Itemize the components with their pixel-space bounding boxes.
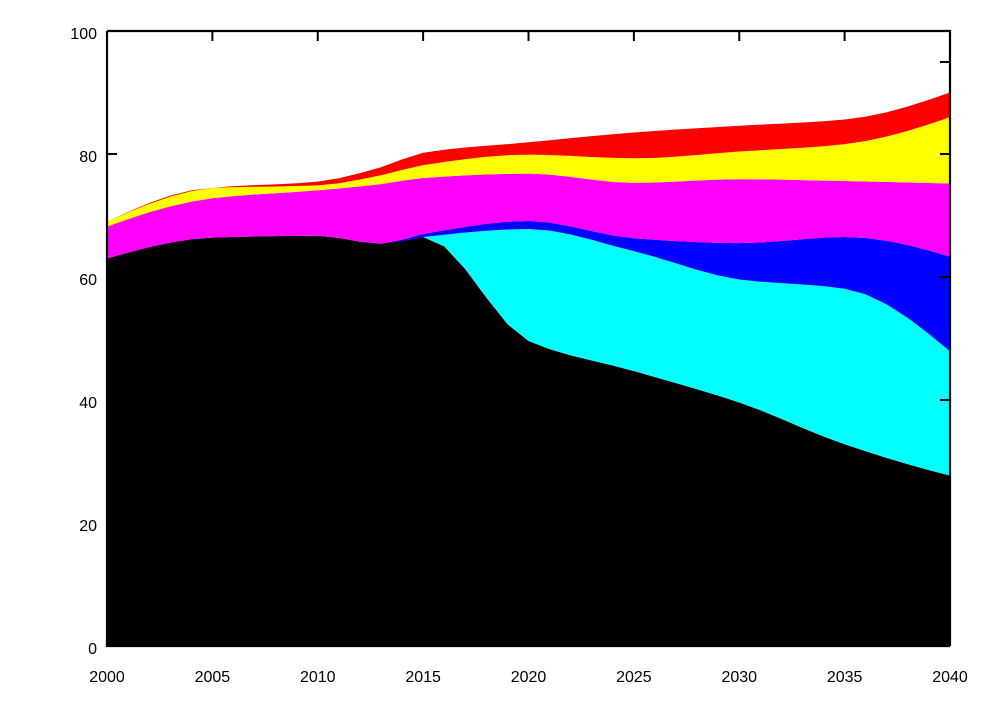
svg-text:20: 20: [79, 518, 97, 535]
svg-text:60: 60: [79, 272, 97, 289]
svg-text:40: 40: [79, 395, 97, 412]
svg-text:80: 80: [79, 149, 97, 166]
svg-text:2010: 2010: [300, 669, 336, 686]
svg-text:2015: 2015: [405, 669, 441, 686]
svg-text:2025: 2025: [616, 669, 652, 686]
svg-text:2035: 2035: [827, 669, 863, 686]
svg-text:2040: 2040: [932, 669, 968, 686]
svg-text:0: 0: [88, 641, 97, 658]
svg-text:2020: 2020: [511, 669, 547, 686]
svg-text:100: 100: [70, 26, 97, 43]
svg-text:2030: 2030: [721, 669, 757, 686]
svg-text:2000: 2000: [89, 669, 125, 686]
svg-text:2005: 2005: [195, 669, 231, 686]
